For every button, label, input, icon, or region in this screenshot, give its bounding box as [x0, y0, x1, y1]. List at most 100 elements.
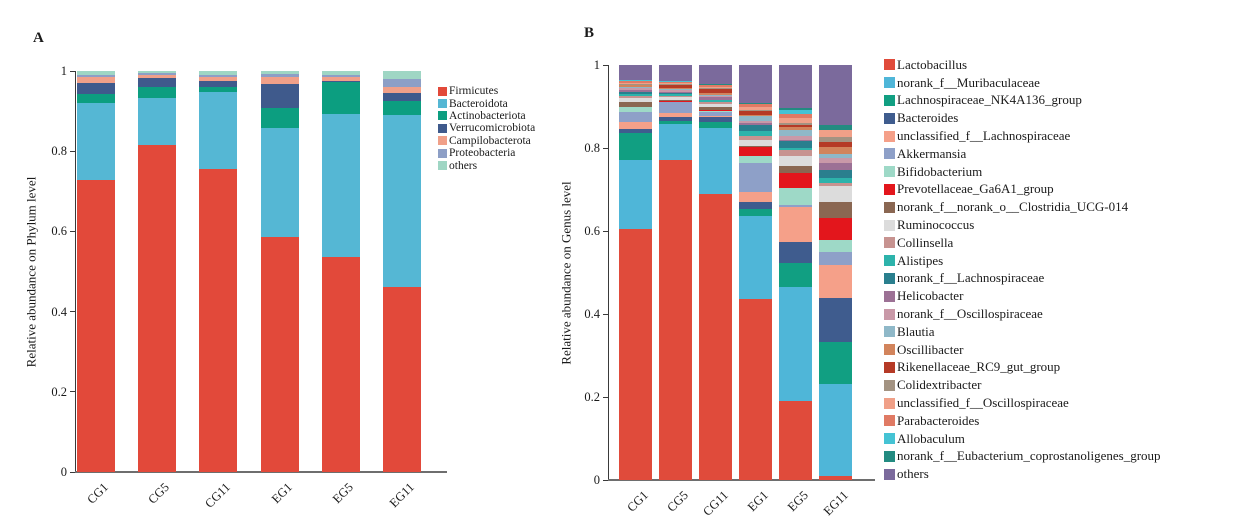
legend-item: norank_f__norank_o__Clostridia_UCG-014 — [884, 198, 1161, 216]
y-axis-tick-label: 1 — [593, 58, 600, 72]
legend-label: norank_f__norank_o__Clostridia_UCG-014 — [897, 199, 1129, 215]
x-axis-tick-label-EG5: EG5 — [329, 480, 356, 507]
x-axis-tick-label-CG11: CG11 — [699, 488, 731, 519]
bar-segment-Bacteroidota — [260, 128, 299, 238]
bar-segment-unclassified_f__Lachnospiraceae — [619, 121, 652, 130]
legend-swatch-icon — [884, 344, 895, 356]
x-axis-tick-label-CG1: CG1 — [84, 480, 111, 507]
legend-swatch-icon — [884, 166, 895, 178]
genus-stacked-bar-plot: 0 0.2 0.4 0.6 0.8 1 CG1 CG5 CG11 EG1 EG5 EG11 — [584, 58, 875, 519]
bar-segment-Ruminococcus — [819, 186, 852, 202]
legend-label: others — [897, 466, 929, 482]
bar-segment-Rikenellaceae_RC9_gut_group — [659, 84, 692, 89]
x-axis-tick-label-CG5: CG5 — [145, 480, 173, 507]
y-axis-line — [608, 65, 609, 480]
stacked-bar-EG5 — [321, 71, 360, 472]
legend-label: Lactobacillus — [897, 56, 968, 72]
legend-swatch-icon — [884, 112, 895, 124]
bar-segment-Bacteroides — [779, 241, 812, 264]
legend-item: Alistipes — [884, 252, 1161, 270]
phylum-legend: Firmicutes Bacteroidota Actinobacteriota Ve… — [438, 85, 535, 172]
bar-segment-Alistipes — [619, 93, 652, 97]
bar-segment-Bacteroidota — [199, 91, 238, 170]
bar-segment-Campilobacterota — [199, 77, 238, 82]
stacked-bar-EG11 — [819, 65, 852, 480]
bar-segment-Akkermansia — [659, 102, 692, 114]
genus-legend: Lactobacillus norank_f__Muribaculaceae Lac… — [884, 56, 1161, 483]
bar-segment-norank_f__Lachnospiraceae — [619, 92, 652, 94]
legend-item: others — [884, 465, 1161, 483]
y-axis-tick — [70, 150, 75, 152]
bar-segment-Akkermansia — [619, 111, 652, 122]
legend-label: Blautia — [897, 323, 935, 339]
bar-segment-Oscillibacter — [739, 115, 772, 117]
bar-segment-Campilobacterota — [260, 77, 299, 84]
bar-segment-Rikenellaceae_RC9_gut_group — [779, 125, 812, 127]
legend-label: others — [449, 159, 478, 172]
legend-label: Lachnospiraceae_NK4A136_group — [897, 92, 1082, 108]
legend-item: unclassified_f__Oscillospiraceae — [884, 394, 1161, 412]
phylum-stacked-bar-plot: 0 0.2 0.4 0.6 0.8 1 CG1 CG5 CG11 EG1 EG5 EG11 — [51, 64, 447, 511]
stacked-bar-CG5 — [138, 71, 177, 472]
bar-segment-Actinobacteriota — [138, 86, 177, 98]
bar-segment-norank_f__norank_o__Clostridia_UCG-014 — [739, 146, 772, 148]
bar-segment-norank_f__Lachnospiraceae — [819, 170, 852, 179]
bar-segment-Firmicutes — [77, 180, 115, 472]
bar-segment-Helicobacter — [659, 91, 692, 94]
bar-segment-Proteobacteria — [383, 79, 421, 87]
y-axis-tick-label: 0.4 — [584, 307, 600, 321]
bar-segment-norank_f__Oscillospiraceae — [659, 90, 692, 92]
legend-item: Blautia — [884, 323, 1161, 341]
legend-swatch-icon — [438, 86, 447, 96]
legend-item: Lachnospiraceae_NK4A136_group — [884, 92, 1161, 110]
y-axis-tick — [70, 230, 75, 232]
bar-segment-Actinobacteriota — [321, 81, 360, 114]
y-axis-tick-label: 0.6 — [584, 224, 600, 238]
legend-label: norank_f__Oscillospiraceae — [897, 306, 1043, 322]
bar-segment-Proteobacteria — [138, 73, 177, 76]
legend-label: Bacteroides — [897, 110, 959, 126]
bar-segment-Colidextribacter — [619, 83, 652, 85]
x-axis-tick-label-EG5: EG5 — [784, 488, 811, 515]
bar-segment-norank_f__Oscillospiraceae — [619, 87, 652, 90]
bar-segment-norank_f__Muribaculaceae — [779, 286, 812, 402]
legend-item: Rikenellaceae_RC9_gut_group — [884, 359, 1161, 377]
bar-segment-others — [199, 71, 238, 76]
bar-segment-Verrucomicrobiota — [138, 77, 177, 87]
legend-label: Verrucomicrobiota — [449, 122, 536, 135]
legend-swatch-icon — [884, 94, 895, 106]
legend-item: Verrucomicrobiota — [438, 122, 535, 134]
bar-segment-Actinobacteriota — [260, 108, 299, 129]
legend-label: Rikenellaceae_RC9_gut_group — [897, 359, 1061, 375]
bar-segment-Firmicutes — [199, 169, 238, 472]
bar-segment-norank_f__Muribaculaceae — [739, 216, 772, 300]
legend-label: Firmicutes — [449, 85, 499, 98]
legend-swatch-icon — [884, 397, 895, 409]
bar-segment-others — [321, 71, 360, 76]
legend-label: Ruminococcus — [897, 217, 975, 233]
legend-swatch-icon — [438, 111, 447, 121]
legend-label: Collinsella — [897, 234, 954, 250]
bar-segment-norank_f__Lachnospiraceae — [699, 99, 732, 101]
y-axis-tick-label: 0 — [60, 465, 67, 479]
bar-segment-Bacteroidota — [383, 115, 421, 287]
stacked-bar-CG5 — [659, 65, 692, 480]
legend-item: Bacteroides — [884, 109, 1161, 127]
bar-segment-Parabacteroides — [659, 81, 692, 84]
legend-label: Bifidobacterium — [897, 163, 983, 179]
bar-segment-unclassified_f__Lachnospiraceae — [659, 113, 692, 118]
bar-segment-norank_f__norank_o__Clostridia_UCG-014 — [699, 106, 732, 111]
x-axis-tick-label-EG1: EG1 — [268, 480, 295, 507]
x-axis-tick-label-CG11: CG11 — [202, 480, 234, 511]
bar-segment-Lactobacillus — [699, 194, 732, 480]
bar-segment-norank_f__Eubacterium_coprostanoligenes_group — [779, 108, 812, 111]
bar-segment-Allobaculum — [779, 110, 812, 114]
legend-item: norank_f__Muribaculaceae — [884, 74, 1161, 92]
legend-label: unclassified_f__Lachnospiraceae — [897, 128, 1071, 144]
bar-segment-Verrucomicrobiota — [199, 81, 238, 87]
bar-segment-Bifidobacterium — [779, 188, 812, 206]
y-axis-title-phylum: Relative abundance on Phylum level — [23, 176, 39, 368]
bar-segment-norank_f__norank_o__Clostridia_UCG-014 — [819, 201, 852, 219]
bar-segment-Lachnospiraceae_NK4A136_group — [699, 122, 732, 129]
legend-item: norank_f__Oscillospiraceae — [884, 305, 1161, 323]
